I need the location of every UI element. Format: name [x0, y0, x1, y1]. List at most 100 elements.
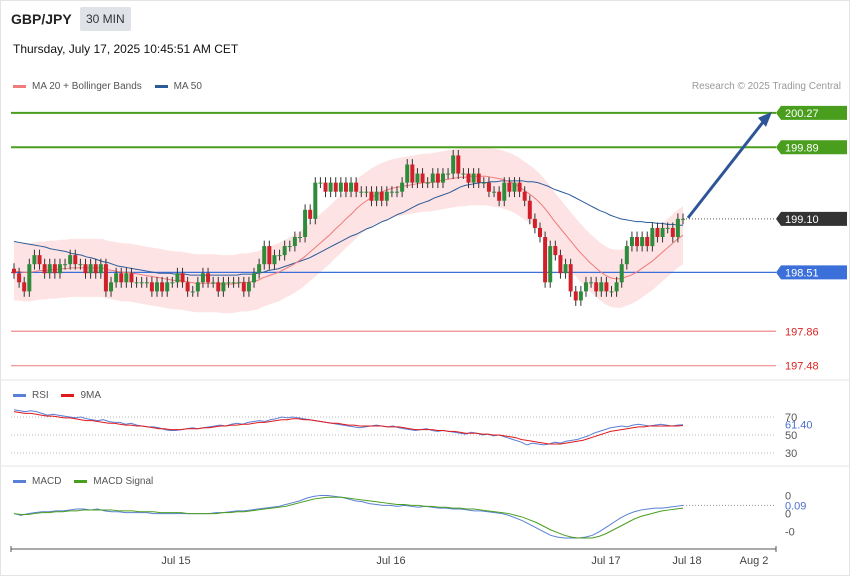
candle-body	[88, 264, 93, 274]
candle-body	[32, 255, 37, 265]
candle-body	[446, 173, 451, 175]
candle-body	[252, 273, 257, 283]
x-tick-label: Jul 18	[672, 555, 701, 567]
candle-body	[109, 282, 114, 292]
candle-body	[185, 282, 190, 292]
candle-body	[400, 182, 405, 192]
candle-body	[665, 227, 670, 229]
candle-body	[313, 182, 318, 219]
candle-body	[323, 182, 328, 192]
candle-body	[538, 227, 543, 237]
candle-body	[139, 282, 144, 284]
candle-body	[318, 182, 323, 184]
candle-body	[226, 282, 231, 284]
bollinger-band	[14, 147, 683, 314]
candle-body	[435, 173, 440, 183]
macd-signal-legend-label: MACD Signal	[93, 476, 154, 487]
level-tag-198.51	[776, 265, 847, 280]
level-tag-199.10	[776, 211, 847, 226]
candle-body	[486, 182, 491, 192]
candle-body	[629, 237, 634, 247]
candle-body	[507, 182, 512, 192]
candle-body	[420, 173, 425, 183]
candle-body	[650, 227, 655, 247]
candle-body	[604, 282, 609, 292]
candle-body	[681, 218, 685, 220]
candle-body	[379, 191, 384, 201]
candle-body	[154, 282, 159, 292]
rsi-ma-legend-label: 9MA	[80, 390, 102, 401]
candle-body	[221, 282, 226, 292]
candle-body	[481, 182, 486, 184]
candle-body	[624, 246, 629, 265]
candle-body	[568, 264, 573, 292]
timestamp: Thursday, July 17, 2025 10:45:51 AM CET	[13, 42, 239, 56]
candle-body	[675, 218, 680, 237]
ma50-line	[13, 180, 683, 276]
candle-body	[471, 173, 476, 183]
ma50-legend-label: MA 50	[173, 81, 202, 92]
candle-body	[303, 209, 308, 237]
candle-body	[389, 191, 394, 193]
candle-body	[578, 291, 583, 301]
candle-body	[619, 264, 624, 283]
candle-body	[114, 273, 119, 283]
candle-body	[635, 237, 640, 247]
candle-body	[328, 182, 333, 192]
candle-body	[359, 191, 364, 193]
forecast-arrow-shaft	[686, 119, 766, 219]
rsi-tick-label: 50	[785, 430, 797, 442]
macd-legend-label: MACD	[32, 476, 62, 487]
candle-body	[558, 255, 563, 274]
candle-body	[640, 237, 645, 247]
x-tick-label: Jul 15	[161, 555, 190, 567]
macd-last-label: 0.09	[785, 500, 806, 512]
symbol-title: GBP/JPY	[11, 11, 72, 27]
rsi-series-9ma	[13, 411, 684, 445]
candle-body	[129, 273, 134, 283]
candle-body	[660, 227, 665, 237]
timeframe-badge[interactable]: 30 MIN	[80, 7, 131, 31]
candle-body	[563, 264, 568, 274]
candle-body	[170, 282, 175, 284]
candle-body	[83, 264, 88, 274]
candle-body	[614, 282, 619, 292]
forecast-arrow-head	[758, 111, 772, 127]
candle-body	[308, 209, 313, 219]
macd-signal-legend-swatch	[74, 479, 88, 483]
candle-body	[27, 264, 32, 292]
candle-body	[297, 237, 302, 238]
candle-body	[119, 273, 124, 283]
candle-body	[497, 191, 502, 201]
candle-body	[93, 264, 98, 274]
level-label-197.86: 197.86	[785, 326, 819, 338]
candle-body	[292, 237, 297, 247]
rsi-ma-legend-swatch	[61, 393, 75, 397]
rsi-tick-label: 30	[785, 448, 797, 460]
candle-body	[354, 182, 359, 192]
candle-body	[548, 246, 553, 283]
candle-body	[272, 255, 277, 265]
candle-body	[241, 282, 246, 292]
level-label-199.10: 199.10	[785, 214, 819, 226]
candle-body	[52, 264, 57, 274]
candle-body	[277, 255, 282, 257]
macd-tick-label: -0	[785, 527, 795, 539]
macd-tick-label: 0	[785, 490, 791, 502]
candle-body	[78, 264, 83, 266]
candle-body	[287, 246, 292, 248]
macd-legend-swatch	[13, 479, 26, 483]
candle-body	[190, 291, 195, 293]
candle-body	[410, 164, 415, 183]
credit-text: Research © 2025 Trading Central	[691, 81, 841, 92]
candle-body	[670, 227, 675, 237]
rsi-series-rsi	[13, 409, 684, 446]
candle-body	[338, 182, 343, 192]
candle-body	[206, 273, 211, 283]
candle-body	[149, 282, 154, 292]
candle-body	[231, 282, 236, 284]
candle-body	[364, 191, 369, 193]
level-label-200.27: 200.27	[785, 108, 819, 120]
x-tick-label: Aug 2	[740, 555, 769, 567]
